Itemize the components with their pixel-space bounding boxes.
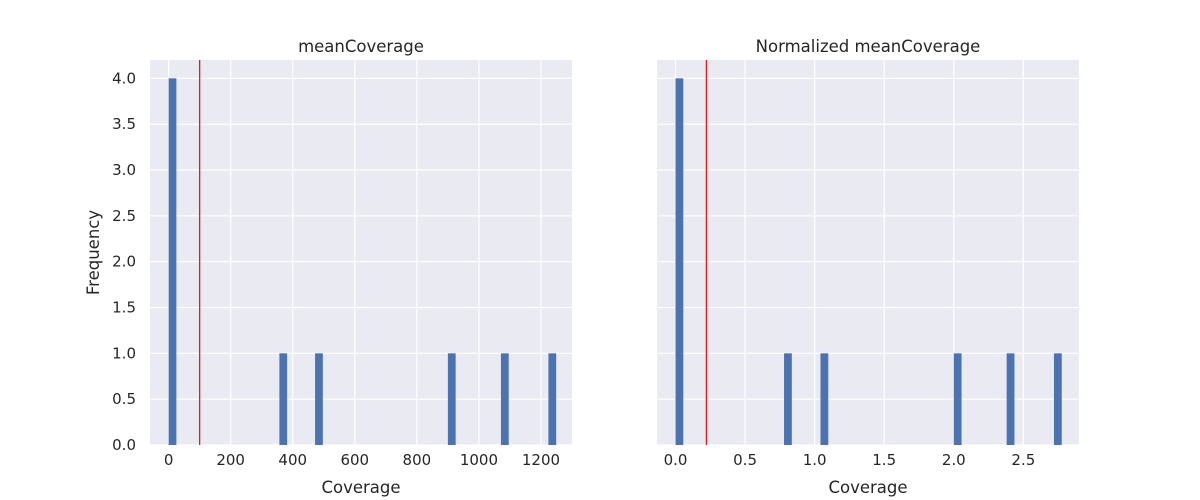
x-axis-label: Coverage	[828, 478, 907, 497]
histogram-bar	[315, 353, 323, 445]
x-tick-label: 200	[216, 451, 245, 469]
histogram-bar	[1006, 353, 1015, 445]
plot-background	[657, 60, 1079, 445]
y-tick-label: 2.5	[112, 207, 136, 225]
chart-panel-1: 0 200 400 600 800 1000 1200 0.0 0.5 1.0 1.5 2.0 2.5 3…	[84, 37, 572, 497]
chart-title: meanCoverage	[298, 37, 424, 56]
y-tick-label: 2.0	[112, 253, 136, 271]
x-tick-label: 400	[278, 451, 307, 469]
histogram-bar	[1053, 353, 1062, 445]
histogram-bar	[953, 353, 962, 445]
histogram-bar	[447, 353, 456, 445]
y-tick-label: 0.0	[112, 436, 136, 454]
x-tick-label: 1200	[522, 451, 560, 469]
y-tick-label: 3.5	[112, 115, 136, 133]
histogram-bar	[784, 353, 792, 445]
x-tick-label: 1.5	[872, 451, 896, 469]
x-axis-label: Coverage	[321, 478, 400, 497]
y-tick-label: 0.5	[112, 390, 136, 408]
y-tick-label: 1.0	[112, 344, 136, 362]
x-tick-label: 2.0	[942, 451, 966, 469]
chart-title: Normalized meanCoverage	[756, 37, 981, 56]
chart-panel-2: 0.0 0.5 1.0 1.5 2.0 2.5 Normalized meanCoverag…	[657, 37, 1079, 497]
x-tick-label: 0.0	[664, 451, 688, 469]
histogram-bar	[279, 353, 288, 445]
x-tick-label: 800	[403, 451, 432, 469]
histogram-bar	[168, 78, 177, 445]
y-tick-label: 1.5	[112, 299, 136, 317]
x-tick-label: 0	[164, 451, 174, 469]
x-tick-label: 0.5	[733, 451, 757, 469]
y-axis-label: Frequency	[84, 210, 103, 295]
x-tick-label: 600	[340, 451, 369, 469]
x-tick-label: 1.0	[803, 451, 827, 469]
x-tick-label: 1000	[460, 451, 498, 469]
y-tick-label: 4.0	[112, 69, 136, 87]
y-tick-label: 3.0	[112, 161, 136, 179]
x-tick-label: 2.5	[1011, 451, 1035, 469]
histogram-bar	[675, 78, 684, 445]
histogram-bar	[548, 353, 557, 445]
histogram-bar	[500, 353, 509, 445]
histogram-bar	[820, 353, 829, 445]
